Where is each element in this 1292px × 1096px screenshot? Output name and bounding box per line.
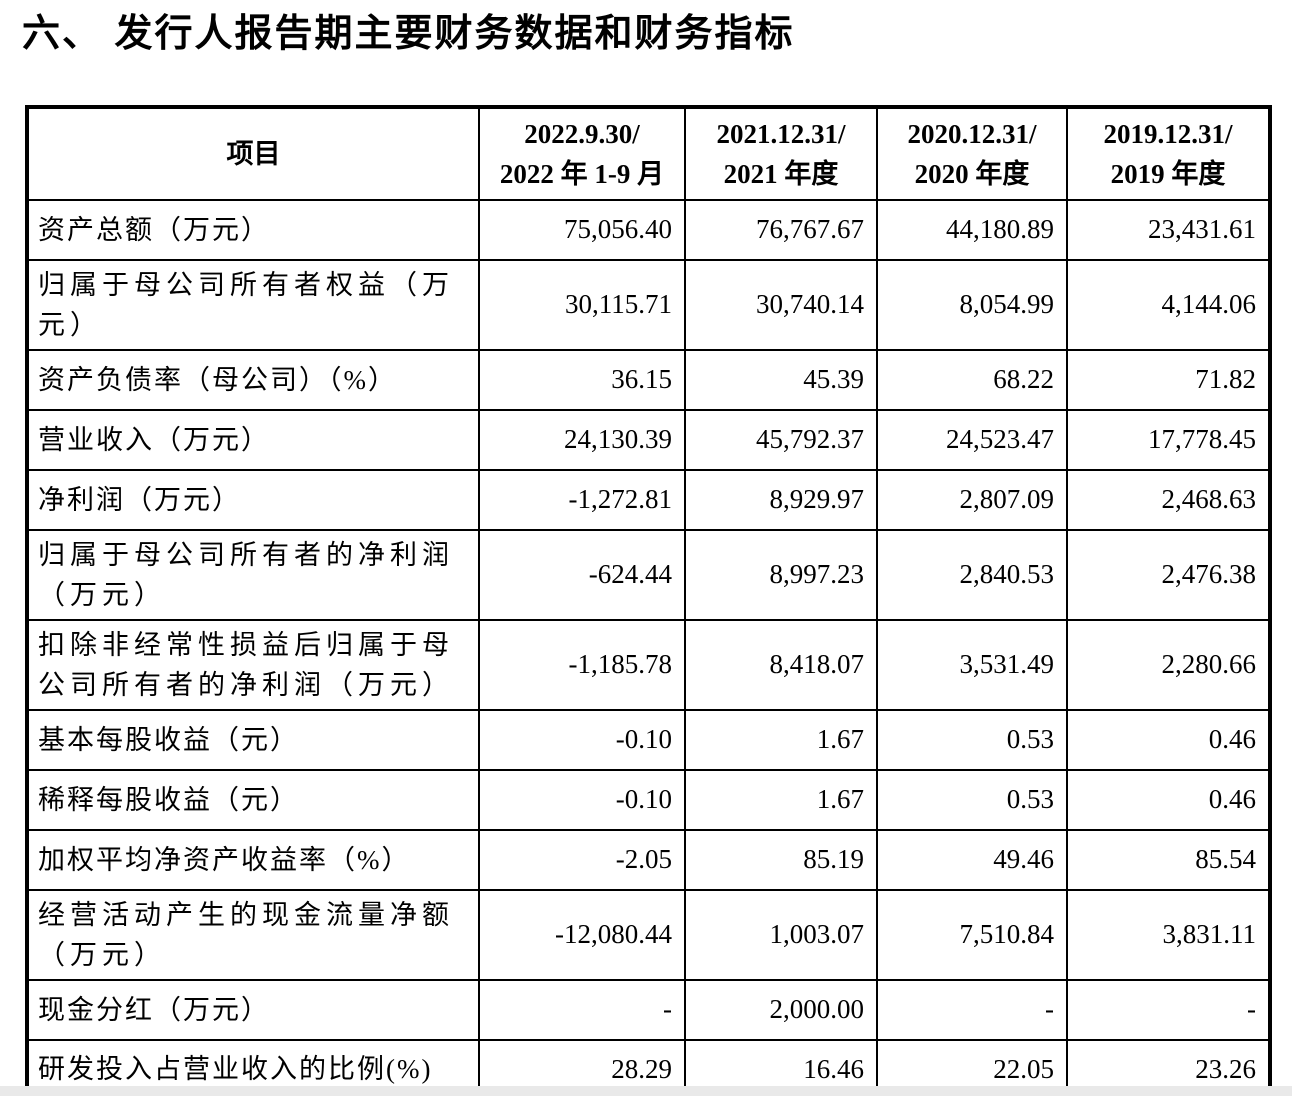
table-row: 基本每股收益（元） -0.10 1.67 0.53 0.46 [26, 708, 1271, 771]
row-label: 营业收入（万元） [26, 408, 480, 471]
row-value: 76,767.67 [684, 198, 878, 261]
table-row: 扣除非经常性损益后归属于母公司所有者的净利润（万元） -1,185.78 8,418… [26, 618, 1271, 711]
table-row: 稀释每股收益（元） -0.10 1.67 0.53 0.46 [26, 768, 1271, 831]
row-value: 75,056.40 [478, 198, 686, 261]
row-value: 30,740.14 [684, 258, 878, 351]
header-period-column: 2020.12.31/2020 年度 [876, 105, 1068, 201]
header-period-date: 2019.12.31/ [1103, 118, 1233, 149]
row-value: 1.67 [684, 768, 878, 831]
header-period-label: 2020 年度 [914, 158, 1030, 189]
row-value: 85.19 [684, 828, 878, 891]
table-row: 资产总额（万元） 75,056.40 76,767.67 44,180.89 23,43… [26, 198, 1271, 261]
row-label: 基本每股收益（元） [26, 708, 480, 771]
row-value: 7,510.84 [876, 888, 1068, 981]
table-row: 归属于母公司所有者权益（万元） 30,115.71 30,740.14 8,054.9… [26, 258, 1271, 351]
row-value: 0.53 [876, 768, 1068, 831]
header-period-label: 2021 年度 [723, 158, 839, 189]
row-value: 8,997.23 [684, 528, 878, 621]
row-value: 24,130.39 [478, 408, 686, 471]
table-row: 资产负债率（母公司）（%） 36.15 45.39 68.22 71.82 [26, 348, 1271, 411]
row-label: 经营活动产生的现金流量净额（万元） [26, 888, 480, 981]
header-period-column: 2019.12.31/2019 年度 [1066, 105, 1271, 201]
header-period-column: 2021.12.31/2021 年度 [684, 105, 878, 201]
row-label: 加权平均净资产收益率（%） [26, 828, 480, 891]
row-value: 0.53 [876, 708, 1068, 771]
row-value: 0.46 [1066, 708, 1271, 771]
row-label: 净利润（万元） [26, 468, 480, 531]
row-value: -1,185.78 [478, 618, 686, 711]
row-value: 8,054.99 [876, 258, 1068, 351]
row-value: -624.44 [478, 528, 686, 621]
row-value: 2,807.09 [876, 468, 1068, 531]
row-value: -2.05 [478, 828, 686, 891]
header-item-column: 项目 [26, 105, 480, 201]
row-value: 2,476.38 [1066, 528, 1271, 621]
row-value: 2,000.00 [684, 978, 878, 1041]
row-value: 23,431.61 [1066, 198, 1271, 261]
row-value: - [478, 978, 686, 1041]
row-value: 36.15 [478, 348, 686, 411]
row-value: - [876, 978, 1068, 1041]
header-period-label: 2019 年度 [1110, 158, 1226, 189]
row-value: 0.46 [1066, 768, 1271, 831]
row-value: 49.46 [876, 828, 1068, 891]
row-value: 71.82 [1066, 348, 1271, 411]
row-value: 1.67 [684, 708, 878, 771]
table-header-row: 项目 2022.9.30/2022 年 1-9 月 2021.12.31/2021… [26, 105, 1271, 201]
page-title: 六、 发行人报告期主要财务数据和财务指标 [22, 13, 795, 55]
row-value: -1,272.81 [478, 468, 686, 531]
row-value: 45,792.37 [684, 408, 878, 471]
row-value: 2,280.66 [1066, 618, 1271, 711]
table-row: 净利润（万元） -1,272.81 8,929.97 2,807.09 2,468.63 [26, 468, 1271, 531]
table-row: 经营活动产生的现金流量净额（万元） -12,080.44 1,003.07 7,510… [26, 888, 1271, 981]
row-value: 85.54 [1066, 828, 1271, 891]
row-label: 归属于母公司所有者权益（万元） [26, 258, 480, 351]
header-period-date: 2020.12.31/ [907, 118, 1037, 149]
row-value: 24,523.47 [876, 408, 1068, 471]
row-value: 3,531.49 [876, 618, 1068, 711]
row-value: 8,929.97 [684, 468, 878, 531]
row-label: 资产总额（万元） [26, 198, 480, 261]
row-value: 17,778.45 [1066, 408, 1271, 471]
page-bottom-edge [0, 1086, 1292, 1096]
row-value: -0.10 [478, 768, 686, 831]
row-value: 68.22 [876, 348, 1068, 411]
financial-table: 项目 2022.9.30/2022 年 1-9 月 2021.12.31/2021… [25, 104, 1272, 1096]
row-value: - [1066, 978, 1271, 1041]
table-row: 归属于母公司所有者的净利润（万元） -624.44 8,997.23 2,840.53… [26, 528, 1271, 621]
row-label: 稀释每股收益（元） [26, 768, 480, 831]
row-label: 资产负债率（母公司）（%） [26, 348, 480, 411]
table-row: 现金分红（万元） -2,000.00- - [26, 978, 1271, 1041]
header-period-column: 2022.9.30/2022 年 1-9 月 [478, 105, 686, 201]
row-value: 1,003.07 [684, 888, 878, 981]
row-label: 扣除非经常性损益后归属于母公司所有者的净利润（万元） [26, 618, 480, 711]
row-value: 4,144.06 [1066, 258, 1271, 351]
row-label: 现金分红（万元） [26, 978, 480, 1041]
row-value: 44,180.89 [876, 198, 1068, 261]
table-row: 加权平均净资产收益率（%） -2.05 85.19 49.46 85.54 [26, 828, 1271, 891]
header-period-label: 2022 年 1-9 月 [499, 158, 665, 189]
row-label: 归属于母公司所有者的净利润（万元） [26, 528, 480, 621]
row-value: 3,831.11 [1066, 888, 1271, 981]
row-value: 2,468.63 [1066, 468, 1271, 531]
row-value: 45.39 [684, 348, 878, 411]
header-period-date: 2022.9.30/ [524, 118, 640, 149]
row-value: 30,115.71 [478, 258, 686, 351]
row-value: 8,418.07 [684, 618, 878, 711]
header-period-date: 2021.12.31/ [716, 118, 846, 149]
row-value: -0.10 [478, 708, 686, 771]
row-value: -12,080.44 [478, 888, 686, 981]
row-value: 2,840.53 [876, 528, 1068, 621]
table-row: 营业收入（万元） 24,130.39 45,792.37 24,523.47 17,77… [26, 408, 1271, 471]
